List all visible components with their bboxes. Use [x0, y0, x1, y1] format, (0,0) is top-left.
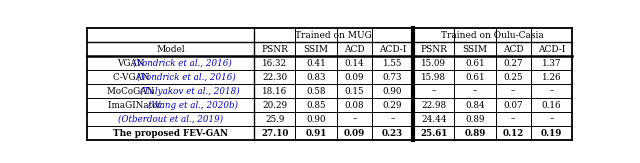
Text: 1.26: 1.26: [541, 73, 561, 82]
Text: 0.89: 0.89: [465, 115, 484, 124]
Text: 0.27: 0.27: [504, 59, 523, 68]
Text: 0.19: 0.19: [541, 129, 562, 138]
Text: 0.58: 0.58: [307, 87, 326, 96]
Text: 0.91: 0.91: [305, 129, 327, 138]
Text: 0.29: 0.29: [383, 101, 403, 110]
Text: 22.98: 22.98: [421, 101, 446, 110]
Text: 0.61: 0.61: [465, 59, 485, 68]
Text: 22.30: 22.30: [262, 73, 287, 82]
Text: ImaGINator: ImaGINator: [108, 101, 164, 110]
Text: ACD: ACD: [344, 45, 365, 54]
Text: –: –: [511, 87, 515, 96]
Text: Trained on Oulu-Casia: Trained on Oulu-Casia: [441, 31, 544, 40]
Text: 0.90: 0.90: [383, 87, 403, 96]
Text: SSIM: SSIM: [463, 45, 488, 54]
Text: (Wang et al., 2020b): (Wang et al., 2020b): [148, 101, 237, 110]
Text: VGAN: VGAN: [118, 59, 148, 68]
Text: PSNR: PSNR: [261, 45, 288, 54]
Text: PSNR: PSNR: [420, 45, 447, 54]
Text: 0.83: 0.83: [307, 73, 326, 82]
Text: 0.08: 0.08: [344, 101, 364, 110]
Text: –: –: [390, 115, 395, 124]
Text: C-VGAN: C-VGAN: [113, 73, 152, 82]
Text: (Otberdout et al., 2019): (Otberdout et al., 2019): [118, 115, 223, 124]
Text: 0.90: 0.90: [307, 115, 326, 124]
Text: 20.29: 20.29: [262, 101, 287, 110]
Text: 18.16: 18.16: [262, 87, 287, 96]
Text: 0.23: 0.23: [382, 129, 403, 138]
Text: (Vondrick et al., 2016): (Vondrick et al., 2016): [137, 73, 236, 82]
Text: –: –: [549, 87, 554, 96]
Text: 0.07: 0.07: [504, 101, 523, 110]
Text: 24.44: 24.44: [421, 115, 447, 124]
Text: 1.37: 1.37: [541, 59, 561, 68]
Text: 0.16: 0.16: [541, 101, 561, 110]
Text: –: –: [431, 87, 436, 96]
Text: 0.85: 0.85: [307, 101, 326, 110]
Text: 0.14: 0.14: [344, 59, 364, 68]
Text: (Tulyakov et al., 2018): (Tulyakov et al., 2018): [140, 87, 240, 96]
Text: 1.55: 1.55: [383, 59, 402, 68]
Text: (Vondrick et al., 2016): (Vondrick et al., 2016): [133, 59, 232, 68]
Text: 0.09: 0.09: [344, 73, 364, 82]
Text: 0.41: 0.41: [306, 59, 326, 68]
Text: –: –: [511, 115, 515, 124]
Text: 0.61: 0.61: [465, 73, 485, 82]
Text: 0.89: 0.89: [464, 129, 486, 138]
Text: The proposed FEV-GAN: The proposed FEV-GAN: [113, 129, 228, 138]
Text: 16.32: 16.32: [262, 59, 287, 68]
Text: MoCoGAN: MoCoGAN: [108, 87, 157, 96]
Text: 25.61: 25.61: [420, 129, 447, 138]
Text: ACD-I: ACD-I: [538, 45, 565, 54]
Text: 0.12: 0.12: [502, 129, 524, 138]
Text: 25.9: 25.9: [265, 115, 285, 124]
Text: 27.10: 27.10: [261, 129, 289, 138]
Text: 15.98: 15.98: [421, 73, 446, 82]
Text: 0.15: 0.15: [344, 87, 364, 96]
Text: Trained on MUG: Trained on MUG: [295, 31, 372, 40]
Text: ACD: ACD: [503, 45, 524, 54]
Text: 15.09: 15.09: [421, 59, 446, 68]
Text: 0.25: 0.25: [504, 73, 523, 82]
Text: –: –: [352, 115, 356, 124]
Text: ACD-I: ACD-I: [379, 45, 406, 54]
Text: 0.84: 0.84: [465, 101, 485, 110]
Text: 0.73: 0.73: [383, 73, 403, 82]
Text: –: –: [473, 87, 477, 96]
Text: –: –: [549, 115, 554, 124]
Text: Model: Model: [157, 45, 185, 54]
Text: SSIM: SSIM: [303, 45, 328, 54]
Text: 0.09: 0.09: [344, 129, 365, 138]
